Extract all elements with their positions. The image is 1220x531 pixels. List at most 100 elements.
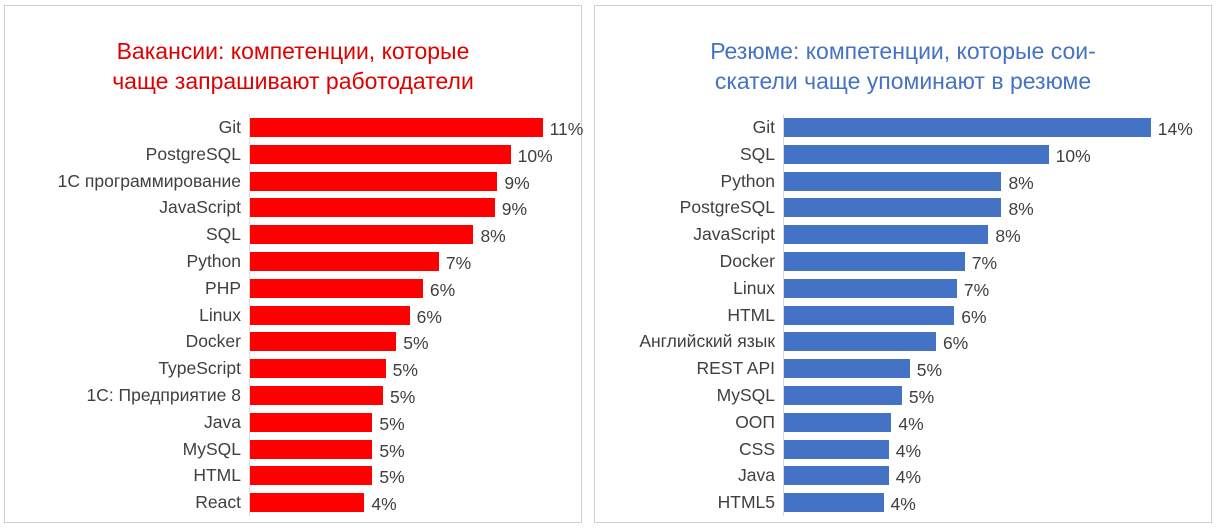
bar: [250, 439, 373, 459]
category-label: HTML5: [717, 492, 775, 513]
bar: [784, 466, 889, 486]
category-label: HTML: [193, 465, 241, 486]
category-label: PostgreSQL: [679, 197, 775, 218]
data-label: 6%: [429, 279, 456, 300]
category-label: PHP: [205, 277, 241, 298]
title-line: Резюме: компетенции, которые сои-: [710, 38, 1096, 64]
data-label: 6%: [416, 306, 442, 327]
category-label: Python: [186, 251, 241, 271]
chart-title: Резюме: компетенции, которые сои- скател…: [595, 36, 1211, 96]
category-label: Python: [720, 170, 775, 191]
bar: [784, 359, 910, 379]
category-label: Git: [752, 117, 775, 137]
bar: [250, 493, 365, 513]
category-label: MySQL: [182, 438, 241, 459]
category-label: PostgreSQL: [145, 143, 241, 164]
category-label: Английский язык: [639, 331, 775, 352]
bar: [250, 198, 495, 218]
data-label: 5%: [379, 440, 405, 461]
data-label: 4%: [898, 413, 924, 434]
bar: [250, 118, 543, 137]
category-label: Linux: [199, 304, 241, 325]
bar: [250, 466, 373, 486]
data-label: 9%: [501, 199, 528, 220]
category-label: 1С: Предприятие 8: [86, 385, 241, 405]
data-label: 5%: [916, 360, 943, 381]
category-label: TypeScript: [158, 358, 241, 379]
category-label: Java: [738, 465, 775, 486]
category-label: JavaScript: [159, 197, 241, 218]
bar: [784, 493, 884, 513]
bar: [784, 412, 892, 432]
chart-panel-vacancies: Вакансии: компетенции, которые чаще запр…: [4, 5, 584, 523]
data-label: 9%: [504, 172, 530, 193]
bar: [250, 332, 397, 352]
category-label: HTML: [727, 304, 775, 325]
category-label: SQL: [739, 143, 775, 164]
category-label: Docker: [719, 251, 775, 271]
category-label: Java: [204, 411, 241, 432]
data-label: 7%: [963, 279, 990, 300]
category-label: Git: [218, 117, 241, 137]
chart-title: Вакансии: компетенции, которые чаще запр…: [5, 36, 581, 96]
category-label: SQL: [205, 224, 241, 245]
category-axis: [783, 114, 784, 516]
data-label: 5%: [908, 387, 935, 407]
data-label: 4%: [895, 440, 922, 461]
bar: [784, 144, 1049, 164]
bar: [784, 118, 1151, 137]
bar: [250, 412, 373, 432]
category-label: REST API: [696, 358, 775, 379]
title-line: Вакансии: компетенции, которые: [116, 38, 470, 64]
data-label: 4%: [890, 494, 916, 515]
category-label: MySQL: [716, 385, 775, 405]
bar: [784, 332, 936, 352]
data-label: 4%: [371, 494, 397, 515]
bar: [250, 252, 439, 271]
bar: [250, 144, 511, 164]
category-label: JavaScript: [693, 224, 775, 245]
bar: [784, 225, 989, 245]
bar: [784, 171, 1002, 191]
data-label: 7%: [445, 253, 472, 273]
bar: [784, 198, 1002, 218]
category-label: ООП: [735, 411, 775, 432]
bar: [250, 278, 423, 298]
bar: [250, 305, 410, 325]
data-label: 5%: [379, 413, 405, 434]
bar: [250, 359, 386, 379]
data-label: 4%: [895, 467, 922, 488]
data-label: 8%: [995, 226, 1021, 247]
bar: [784, 305, 955, 325]
bar: [250, 171, 498, 191]
category-label: 1C программирование: [57, 170, 241, 191]
data-label: 8%: [1008, 172, 1034, 193]
title-line: скатели чаще упоминают в резюме: [714, 68, 1092, 94]
category-label: React: [195, 492, 241, 513]
bar: [250, 386, 383, 405]
data-label: 6%: [961, 306, 987, 327]
data-label: 7%: [971, 253, 998, 273]
category-label: CSS: [739, 438, 775, 459]
data-label: 5%: [379, 467, 405, 488]
data-label: 5%: [390, 387, 416, 407]
category-axis: [249, 114, 250, 516]
data-label: 10%: [517, 145, 553, 166]
data-label: 14%: [1157, 119, 1193, 139]
bar: [784, 386, 902, 405]
bar: [250, 225, 474, 245]
title-line: чаще запрашивают работодатели: [112, 68, 474, 94]
data-label: 8%: [1008, 199, 1034, 220]
category-label: Linux: [733, 277, 775, 298]
chart-panel-resumes: Резюме: компетенции, которые сои- скател…: [594, 5, 1212, 523]
bar: [784, 439, 889, 459]
category-label: Docker: [185, 331, 241, 352]
data-label: 6%: [942, 333, 969, 354]
data-label: 8%: [480, 226, 506, 247]
data-label: 10%: [1055, 145, 1091, 166]
data-label: 5%: [403, 333, 429, 354]
bar: [784, 252, 965, 271]
data-label: 5%: [392, 360, 418, 381]
bar: [784, 278, 957, 298]
data-label: 11%: [549, 119, 584, 139]
